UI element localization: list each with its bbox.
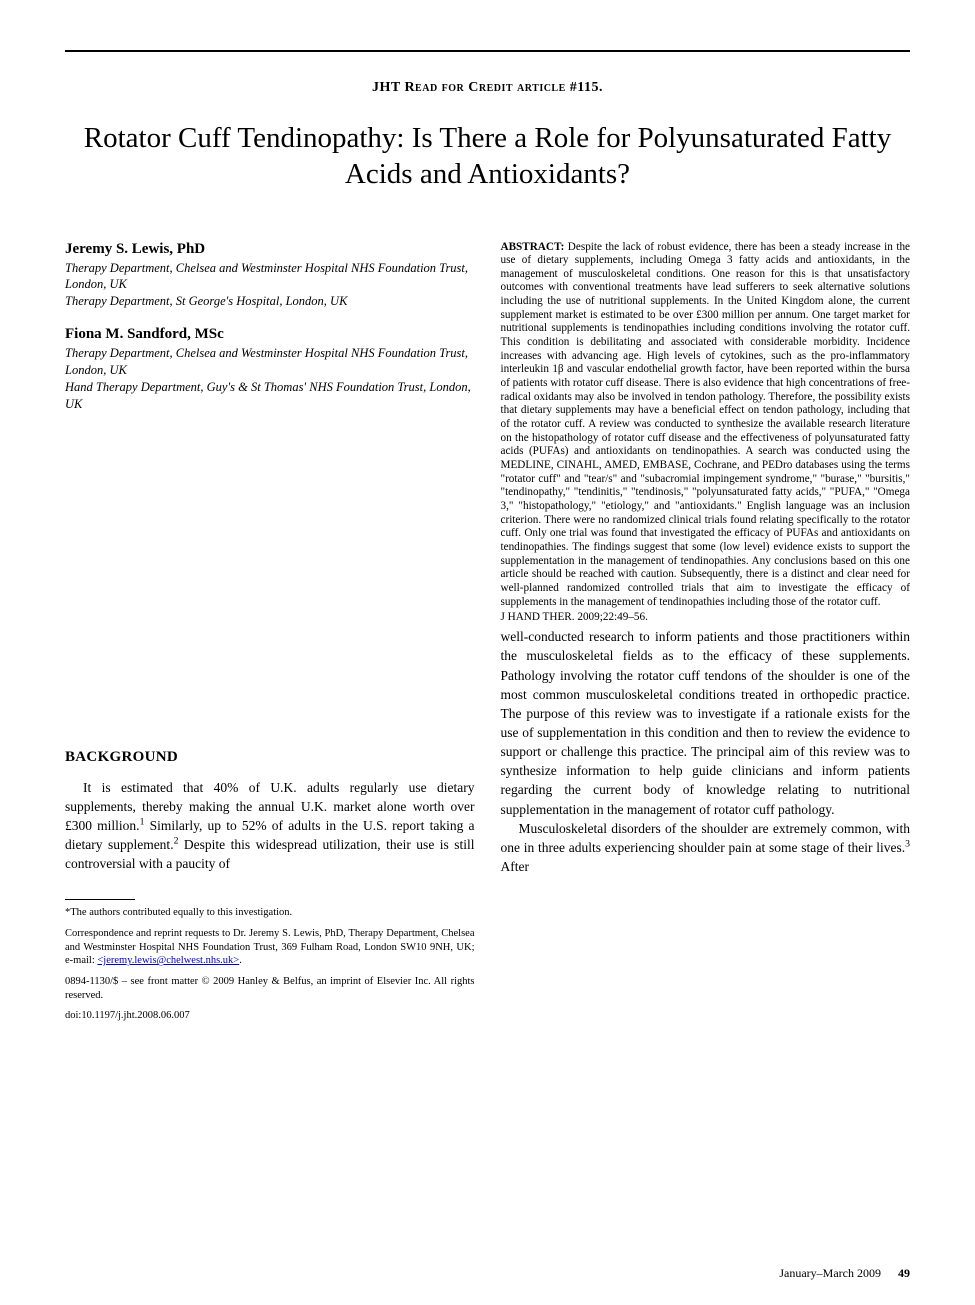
author-affiliation: Therapy Department, Chelsea and Westmins…	[65, 345, 475, 379]
author-affiliation: Therapy Department, St George's Hospital…	[65, 293, 475, 310]
article-title: Rotator Cuff Tendinopathy: Is There a Ro…	[65, 120, 910, 193]
left-column: Jeremy S. Lewis, PhD Therapy Department,…	[65, 241, 475, 1030]
section-heading-background: BACKGROUND	[65, 749, 475, 766]
footnote-correspondence: Correspondence and reprint requests to D…	[65, 927, 475, 968]
abstract-citation: J HAND THER. 2009;22:49–56.	[501, 611, 911, 623]
abstract-label: ABSTRACT:	[501, 241, 565, 253]
body-text: After	[501, 859, 529, 874]
abstract-block: ABSTRACT: Despite the lack of robust evi…	[501, 241, 911, 610]
top-horizontal-rule	[65, 50, 910, 52]
right-column: ABSTRACT: Despite the lack of robust evi…	[501, 241, 911, 1030]
vertical-spacer	[65, 429, 475, 709]
citation-ref: 3	[905, 838, 910, 849]
body-paragraph: It is estimated that 40% of U.K. adults …	[65, 778, 475, 874]
footer-page-number: 49	[898, 1266, 910, 1280]
footnote-contribution: *The authors contributed equally to this…	[65, 906, 475, 920]
footnote-separator	[65, 899, 135, 900]
footnote-copyright: 0894-1130/$ – see front matter © 2009 Ha…	[65, 975, 475, 1002]
abstract-text: Despite the lack of robust evidence, the…	[501, 241, 911, 608]
author-block: Fiona M. Sandford, MSc Therapy Departmen…	[65, 326, 475, 413]
author-affiliation: Therapy Department, Chelsea and Westmins…	[65, 260, 475, 294]
page-footer: January–March 2009 49	[779, 1266, 910, 1281]
article-tag: JHT Read for Credit article #115.	[65, 80, 910, 96]
email-link[interactable]: <jeremy.lewis@chelwest.nhs.uk>	[97, 955, 239, 966]
author-name: Fiona M. Sandford, MSc	[65, 326, 475, 343]
body-paragraph: Musculoskeletal disorders of the shoulde…	[501, 819, 911, 876]
body-paragraph: well-conducted research to inform patien…	[501, 627, 911, 819]
author-block: Jeremy S. Lewis, PhD Therapy Department,…	[65, 241, 475, 311]
author-name: Jeremy S. Lewis, PhD	[65, 241, 475, 258]
author-affiliation: Hand Therapy Department, Guy's & St Thom…	[65, 379, 475, 413]
footnote-text: .	[239, 955, 242, 966]
two-column-layout: Jeremy S. Lewis, PhD Therapy Department,…	[65, 241, 910, 1030]
footnote-doi: doi:10.1197/j.jht.2008.06.007	[65, 1009, 475, 1023]
footer-issue: January–March 2009	[779, 1266, 881, 1280]
body-text: Musculoskeletal disorders of the shoulde…	[501, 821, 911, 855]
